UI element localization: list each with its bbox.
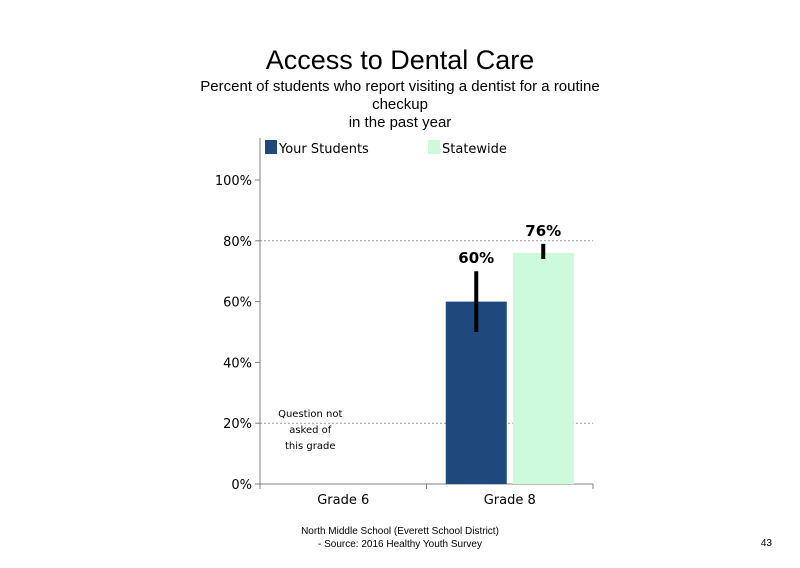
subtitle-line-2: checkup — [372, 96, 428, 113]
chart-subtitle: Percent of students who report visiting … — [178, 78, 622, 132]
y-tick-label: 100% — [215, 174, 252, 189]
annotation-text: this grade — [285, 441, 336, 452]
source-footer: North Middle School (Everett School Dist… — [200, 525, 600, 551]
data-label: 76% — [525, 222, 561, 240]
subtitle-line-3: in the past year — [348, 114, 452, 131]
annotation-text: Question not — [278, 409, 342, 420]
y-tick-label: 0% — [231, 478, 252, 493]
annotation-text: asked of — [289, 425, 332, 436]
x-tick-label: Grade 6 — [317, 493, 369, 508]
chart-title: Access to Dental Care — [265, 45, 535, 75]
x-tick-label: Grade 8 — [484, 493, 536, 508]
data-label: 60% — [458, 249, 494, 267]
footer-line-2: - Source: 2016 Healthy Youth Survey — [318, 539, 482, 550]
bar — [512, 252, 574, 484]
legend-label: Statewide — [442, 142, 507, 157]
y-tick-label: 20% — [223, 417, 252, 432]
y-tick-label: 80% — [223, 235, 252, 250]
subtitle-line-1: Percent of students who report visiting … — [200, 78, 600, 95]
legend-swatch — [428, 140, 440, 154]
y-tick-label: 40% — [223, 356, 252, 371]
legend-label: Your Students — [278, 142, 369, 157]
footer-line-1: North Middle School (Everett School Dist… — [301, 526, 499, 537]
page-number: 43 — [760, 538, 772, 549]
y-tick-label: 60% — [223, 296, 252, 311]
legend-swatch — [265, 140, 277, 154]
